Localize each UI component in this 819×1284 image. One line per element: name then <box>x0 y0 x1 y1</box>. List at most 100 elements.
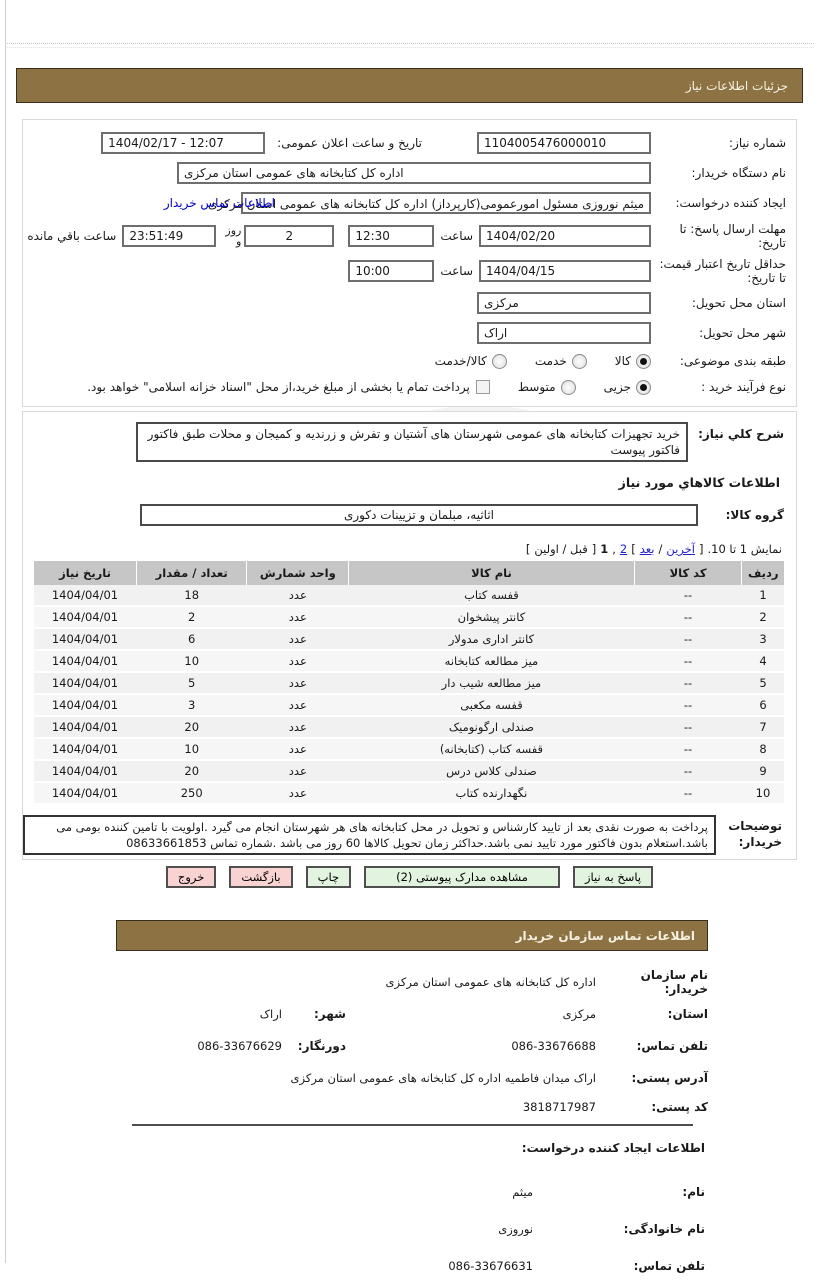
table-cell: 1404/04/01 <box>33 606 137 629</box>
goods-group-field[interactable]: اثاثیه، مبلمان و تزیینات دکوری <box>140 504 698 526</box>
table-cell: -- <box>634 782 742 805</box>
radio-selected-icon[interactable] <box>636 353 651 369</box>
price-validity-time-field[interactable]: 10:00 <box>348 260 435 282</box>
last-name-label: نام خانوادگی: <box>623 1221 705 1236</box>
table-cell: 20 <box>136 716 247 739</box>
col-header-item-code: کد کالا <box>633 561 742 585</box>
table-cell: 20 <box>136 760 247 783</box>
radio-icon[interactable] <box>571 353 587 369</box>
respond-to-need-button[interactable]: پاسخ به نیاز <box>572 866 654 888</box>
radio-icon[interactable] <box>560 379 576 395</box>
pagination-page-2-link[interactable]: 2 <box>619 542 628 556</box>
pagination: نمایش 1 تا 10. ] آخرین / بعد [ 2 , 1 ] ق… <box>23 542 796 556</box>
table-cell: 1404/04/01 <box>33 716 137 739</box>
delivery-province-field[interactable]: مرکزی <box>477 292 651 314</box>
deadline-time-field[interactable]: 12:30 <box>348 225 435 247</box>
remaining-days-field[interactable]: 2 <box>244 225 335 247</box>
table-cell: 6 <box>741 694 784 717</box>
section-divider <box>132 1124 693 1126</box>
radio-option-label: کالا/خدمت <box>434 354 487 368</box>
table-cell: میز مطالعه کتابخانه <box>348 650 635 673</box>
row-need-number: شماره نیاز: 1104005476000010 تاریخ و ساع… <box>23 128 796 158</box>
table-cell: -- <box>634 760 742 783</box>
need-description-field[interactable]: خرید تجهیزات کتابخانه های عمومی شهرستان … <box>136 422 688 462</box>
deadline-date-field[interactable]: 1404/02/20 <box>479 225 651 247</box>
table-cell: 4 <box>741 650 784 673</box>
pagination-current-page: 1 <box>600 542 609 556</box>
need-items-panel: شرح کلي نیاز: خرید تجهیزات کتابخانه های … <box>22 411 797 860</box>
contact-row-province-city: استان: مرکزی شهر: اراک <box>112 998 708 1030</box>
pagination-comma: , <box>612 542 616 556</box>
buyer-notes-label: توضیحات خریدار: <box>728 819 782 849</box>
table-cell: 3 <box>136 694 247 717</box>
page-left-border <box>5 0 6 1263</box>
view-attachments-button[interactable]: مشاهده مدارک پیوستی (2) <box>364 866 560 888</box>
radio-option-label: متوسط <box>517 380 556 394</box>
table-row: 10 -- نگهدارنده کتاب عدد 250 1404/04/01 <box>33 782 784 805</box>
announce-datetime-field[interactable]: 12:07 - 1404/02/17 <box>101 132 266 154</box>
table-cell: صندلی کلاس درس <box>348 760 635 783</box>
col-header-row-number: ردیف <box>741 561 784 585</box>
table-cell: قفسه مکعبی <box>348 694 635 717</box>
table-cell: -- <box>634 716 742 739</box>
pagination-slash: / <box>658 542 663 556</box>
table-cell: 1404/04/01 <box>33 738 137 761</box>
pagination-prev-first-text: قبل / اولین <box>534 542 588 556</box>
buyer-contact-link[interactable]: اطلاعات تماس خریدار <box>163 196 275 210</box>
delivery-city-field[interactable]: اراک <box>477 322 651 344</box>
table-row: 7 -- صندلی ارگونومیک عدد 20 1404/04/01 <box>33 716 784 739</box>
goods-info-heading: اطلاعات کالاهاي مورد نیاز <box>618 475 780 490</box>
contact-row-org: نام سازمان خریدار: اداره کل کتابخانه های… <box>112 966 709 998</box>
row-need-description: شرح کلي نیاز: خرید تجهیزات کتابخانه های … <box>23 422 796 462</box>
top-dotted-separator <box>7 43 814 48</box>
table-cell: 9 <box>741 760 784 783</box>
table-cell: 7 <box>741 716 784 739</box>
buyer-notes-field[interactable]: پرداخت به صورت نقدی بعد از تایید کارشناس… <box>23 815 716 855</box>
price-validity-date-field[interactable]: 1404/04/15 <box>479 260 651 282</box>
table-cell: 10 <box>136 650 247 673</box>
table-cell: 10 <box>136 738 247 761</box>
creator-phone-value: 086-33676631 <box>448 1258 533 1273</box>
table-cell: 2 <box>136 606 247 629</box>
radio-option-goods[interactable]: کالا <box>615 353 651 369</box>
table-cell: عدد <box>246 628 349 651</box>
table-row: 6 -- قفسه مکعبی عدد 3 1404/04/01 <box>33 694 784 717</box>
table-cell: 3 <box>741 628 784 651</box>
need-number-field[interactable]: 1104005476000010 <box>477 132 651 154</box>
back-button[interactable]: بازگشت <box>229 866 293 888</box>
radio-icon[interactable] <box>491 353 507 369</box>
print-button[interactable]: چاپ <box>305 866 352 888</box>
remaining-time-field[interactable]: 23:51:49 <box>122 225 217 247</box>
postal-code-value: 3818717987 <box>522 1100 596 1114</box>
treasury-docs-option[interactable]: پرداخت تمام یا بخشی از مبلغ خرید،از محل … <box>87 380 490 394</box>
org-name-value: اداره کل کتابخانه های عمومی استان مرکزی <box>385 975 597 989</box>
row-purchase-process: نوع فرآیند خرید : جزیی متوسط پرداخت تمام… <box>23 374 796 400</box>
table-cell: عدد <box>246 606 349 629</box>
table-cell: -- <box>634 628 742 651</box>
radio-option-medium[interactable]: متوسط <box>517 379 576 395</box>
exit-button[interactable]: خروج <box>165 866 217 888</box>
table-cell: 2 <box>741 606 784 629</box>
contact-row-postal-code: کد پستی: 3818717987 <box>112 1094 708 1120</box>
radio-option-minor[interactable]: جزیی <box>604 379 651 395</box>
creator-field[interactable]: میثم نوروزی مسئول امورعمومی(کارپرداز) اد… <box>208 192 651 214</box>
pagination-last-link[interactable]: آخرین <box>666 542 695 556</box>
pagination-next-link[interactable]: بعد <box>639 542 655 556</box>
table-cell: 1404/04/01 <box>33 672 137 695</box>
radio-option-service[interactable]: خدمت <box>535 353 587 369</box>
items-table-body: 1 -- قفسه کتاب عدد 18 1404/04/01 2 -- کانتر پیشخ… <box>33 585 784 805</box>
contact-row-phone-fax: تلفن تماس: 086-33676688 دورنگار: 086-336… <box>112 1030 708 1062</box>
price-validity-hour-label: ساعت <box>440 264 473 278</box>
postal-address-label: آدرس پستی: <box>631 1071 708 1085</box>
table-cell: 1404/04/01 <box>33 628 137 651</box>
table-cell: نگهدارنده کتاب <box>348 782 635 805</box>
checkbox-icon[interactable] <box>475 380 490 394</box>
table-row: 8 -- قفسه کتاب (کتابخانه) عدد 10 1404/04/01 <box>33 738 784 761</box>
buyer-org-field[interactable]: اداره کل کتابخانه های عمومی استان مرکزی <box>177 162 651 184</box>
need-info-panel: شماره نیاز: 1104005476000010 تاریخ و ساع… <box>22 119 797 407</box>
org-name-label: نام سازمان خریدار: <box>640 968 708 996</box>
radio-selected-icon[interactable] <box>636 379 651 395</box>
table-cell: 8 <box>741 738 784 761</box>
table-cell: کانتر اداری مدولار <box>348 628 635 651</box>
radio-option-goods-service[interactable]: کالا/خدمت <box>434 353 507 369</box>
